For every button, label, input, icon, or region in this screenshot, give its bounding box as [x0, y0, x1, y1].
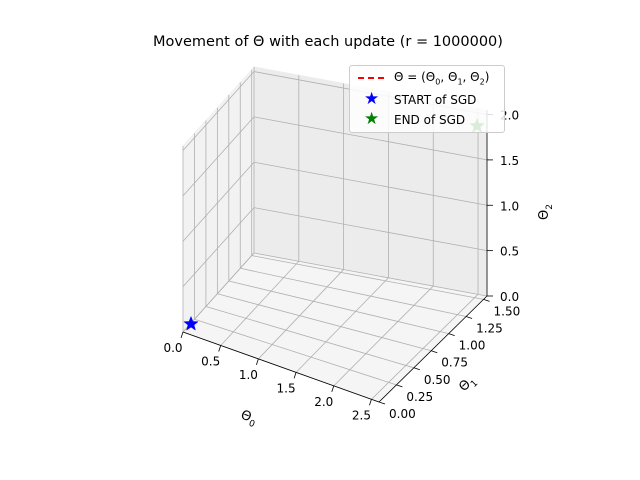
tick-labels: 0.0 0.5 1.0 1.5 2.0 2.5 0.00 0.25 0.50 0.75 1.00 1.… [163, 109, 520, 423]
legend-entry-trajectory: Θ = (Θ0, Θ1, Θ2) [358, 69, 489, 87]
y-axis-label: Θ1 [456, 373, 480, 397]
grid-line-x-floor-3 [295, 277, 389, 373]
y-tick-5 [465, 316, 473, 319]
grid-line-z-back-3 [253, 116, 488, 161]
x-tick-label-4: 2.0 [314, 395, 333, 409]
y-tick-label-4: 1.00 [459, 339, 486, 353]
x-tick-label-1: 0.5 [201, 354, 220, 368]
y-tick-1 [396, 384, 403, 388]
y-tick-label-6: 1.50 [494, 304, 521, 318]
x-tick-5 [369, 399, 372, 406]
x-axis-line [182, 331, 380, 403]
grid-line-x-floor-5 [371, 294, 479, 400]
legend-entry-start: ★ START of SGD [358, 91, 476, 109]
grid-line-z-left-0 [182, 252, 255, 333]
x-tick-label-3: 1.5 [277, 381, 296, 395]
z-tick-label-2: 1.0 [500, 199, 519, 213]
grid-line-z-back-0 [253, 252, 488, 297]
legend: Θ = (Θ0, Θ1, Θ2) ★ START of SGD ★ END of… [349, 65, 505, 133]
marker-start-0 [183, 315, 199, 331]
x-tick-2 [256, 358, 259, 366]
grid-line-x-floor-2 [258, 269, 344, 360]
x-tick-1 [218, 345, 222, 352]
grid-line-y-floor-4 [228, 280, 449, 335]
y-axis-line [378, 295, 488, 403]
grid-line-x-floor-4 [333, 285, 434, 387]
grid-line-z-left-4 [182, 71, 255, 151]
legend-label-start: START of SGD [394, 93, 477, 107]
x-tick-3 [293, 372, 297, 379]
x-tick-label-0: 0.0 [163, 341, 182, 355]
y-tick-label-3: 0.75 [441, 356, 468, 370]
y-tick-label-1: 0.25 [406, 390, 433, 404]
x-tick-4 [331, 385, 335, 392]
x-tick-label-5: 2.5 [352, 408, 371, 422]
grid-line-z-left-1 [182, 207, 255, 287]
axis-labels: Θ0 Θ1 Θ2 [238, 204, 555, 430]
legend-label-trajectory: Θ = (Θ0, Θ1, Θ2) [394, 69, 490, 87]
grid-line-y-floor-2 [205, 306, 414, 369]
z-tick-label-3: 1.5 [500, 154, 519, 168]
legend-label-end: END of SGD [394, 113, 466, 127]
x-axis-label: Θ0 [238, 408, 259, 430]
grid-line-x-floor-1 [220, 260, 300, 346]
y-tick-2 [413, 367, 420, 371]
z-tick-label-1: 0.5 [500, 245, 519, 259]
z-tick-label-0: 0.0 [500, 290, 519, 304]
x-tick-0 [180, 331, 184, 339]
chart-title: Movement of Θ with each update (r = 1000… [153, 34, 503, 50]
legend-swatch-dashed-line [358, 70, 386, 86]
legend-swatch-blue-star: ★ [364, 89, 380, 109]
grid-line-z-left-3 [182, 116, 255, 197]
y-tick-label-5: 1.25 [476, 322, 503, 336]
y-tick-label-0: 0.00 [389, 407, 416, 421]
grid-line-z-left-2 [182, 162, 255, 242]
y-tick-6 [483, 299, 490, 302]
y-tick-3 [431, 350, 438, 354]
legend-entry-end: ★ END of SGD [358, 111, 465, 129]
y-tick-0 [378, 401, 386, 405]
grid-line-y-floor-6 [251, 255, 484, 300]
grid-line-z-back-1 [253, 207, 488, 252]
grid-line-y-floor-5 [240, 267, 467, 317]
grid-lines [182, 67, 488, 403]
grid-line-y-floor-1 [194, 318, 397, 386]
y-tick-label-2: 0.50 [424, 373, 451, 387]
z-axis-label: Θ2 [537, 204, 555, 220]
y-tick-4 [448, 333, 455, 336]
grid-line-y-floor-3 [217, 293, 432, 352]
grid-line-z-back-2 [253, 161, 488, 206]
legend-swatch-green-star: ★ [364, 109, 380, 129]
x-tick-label-2: 1.0 [239, 368, 258, 382]
